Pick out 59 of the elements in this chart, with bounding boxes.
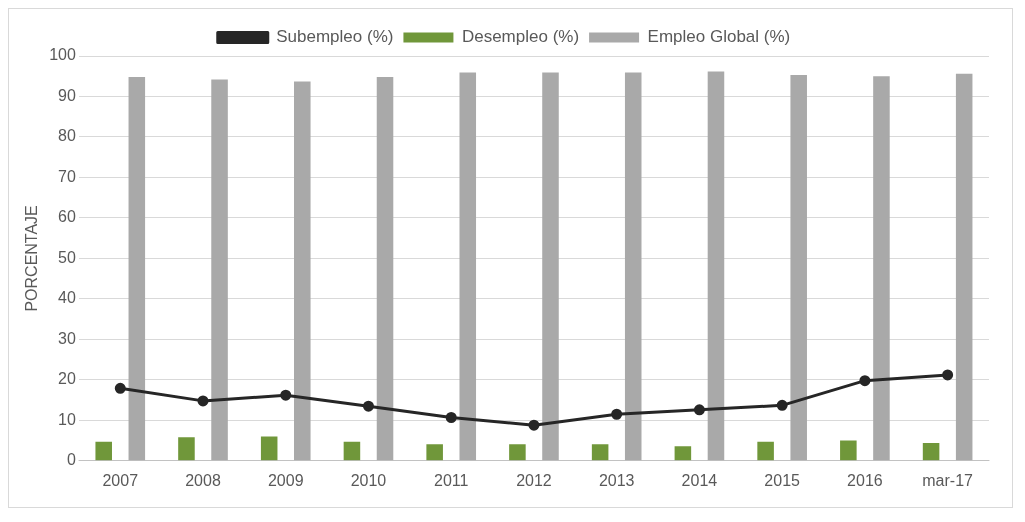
y-axis-title: PORCENTAJE [23, 205, 41, 312]
bar [674, 446, 692, 461]
y-tick-label: 90 [58, 86, 76, 104]
x-tick-label: 2007 [102, 471, 139, 489]
x-tick-label: 2009 [267, 471, 304, 489]
x-tick-label: 2014 [681, 471, 718, 489]
y-tick-label: 50 [58, 248, 76, 266]
y-tick-label: 80 [58, 127, 76, 145]
y-tick-label: 70 [58, 167, 76, 185]
bar [178, 437, 195, 461]
x-tick-label: 2008 [185, 471, 221, 489]
bar [211, 79, 228, 461]
bar [294, 81, 311, 461]
point [859, 375, 871, 387]
y-tick-label: 100 [49, 46, 76, 64]
bar [459, 72, 477, 461]
bar [426, 444, 443, 461]
point [776, 399, 788, 411]
y-tick-label: 0 [66, 451, 76, 469]
bar [955, 73, 973, 461]
bar [707, 71, 725, 461]
y-tick-label: 10 [58, 410, 76, 428]
legend-label: Subempleo (%) [276, 27, 394, 47]
y-tick-label: 40 [58, 289, 76, 307]
point [114, 382, 126, 394]
legend-label: Empleo Global (%) [647, 27, 791, 47]
bar [376, 77, 394, 461]
bar [591, 444, 609, 461]
point [362, 400, 374, 412]
bar [260, 436, 278, 461]
bar [128, 77, 146, 461]
x-tick-label: 2015 [764, 471, 801, 489]
bar [840, 440, 857, 461]
x-tick-label: 2011 [434, 471, 469, 489]
bar [343, 441, 361, 461]
bar [873, 76, 890, 461]
bar [922, 442, 940, 461]
y-tick-label: 60 [58, 208, 76, 226]
point [197, 395, 209, 407]
point [693, 404, 705, 416]
bar [757, 441, 774, 461]
bar [790, 75, 807, 461]
x-tick-label: 2013 [598, 471, 635, 489]
legend-label: Desempleo (%) [461, 27, 580, 47]
x-tick-label: 2012 [516, 471, 552, 489]
y-tick-label: 20 [58, 370, 76, 388]
point [445, 411, 457, 423]
x-tick-label: 2016 [847, 471, 883, 489]
bar [624, 72, 642, 461]
bar [509, 444, 526, 461]
point [942, 369, 954, 381]
bar [542, 72, 559, 461]
y-tick-label: 30 [58, 329, 76, 347]
x-tick-label: 2010 [350, 471, 387, 489]
x-tick-label: mar-17 [922, 471, 974, 489]
point [611, 408, 623, 420]
bar [95, 441, 112, 461]
point [280, 389, 292, 401]
point [528, 419, 540, 431]
